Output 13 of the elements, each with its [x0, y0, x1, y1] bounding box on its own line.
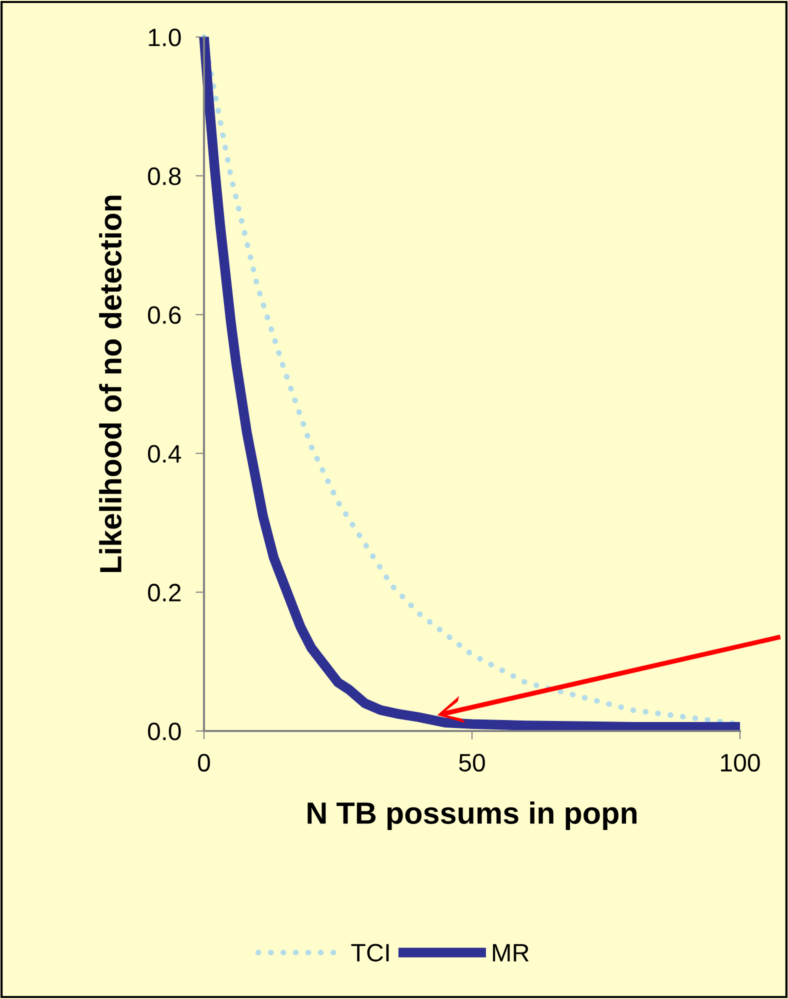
x-axis-title: N TB possums in popn [308, 802, 636, 830]
x-tick-label: 0 [198, 754, 210, 772]
y-tick-label: 0.0 [148, 722, 181, 740]
x-tick-label: 50 [459, 754, 485, 772]
legend-label: TCI [351, 944, 389, 962]
y-tick-label: 0.2 [148, 584, 181, 602]
y-tick-label: 0.6 [148, 306, 181, 324]
y-tick-label: 0.4 [148, 445, 182, 463]
y-tick-label: 0.8 [148, 167, 181, 186]
y-tick-label: 1.0 [148, 28, 181, 46]
x-tick-label: 100 [721, 754, 760, 772]
y-axis-title: Likelihood of no detection [99, 196, 122, 572]
legend-label: MR [492, 944, 529, 962]
